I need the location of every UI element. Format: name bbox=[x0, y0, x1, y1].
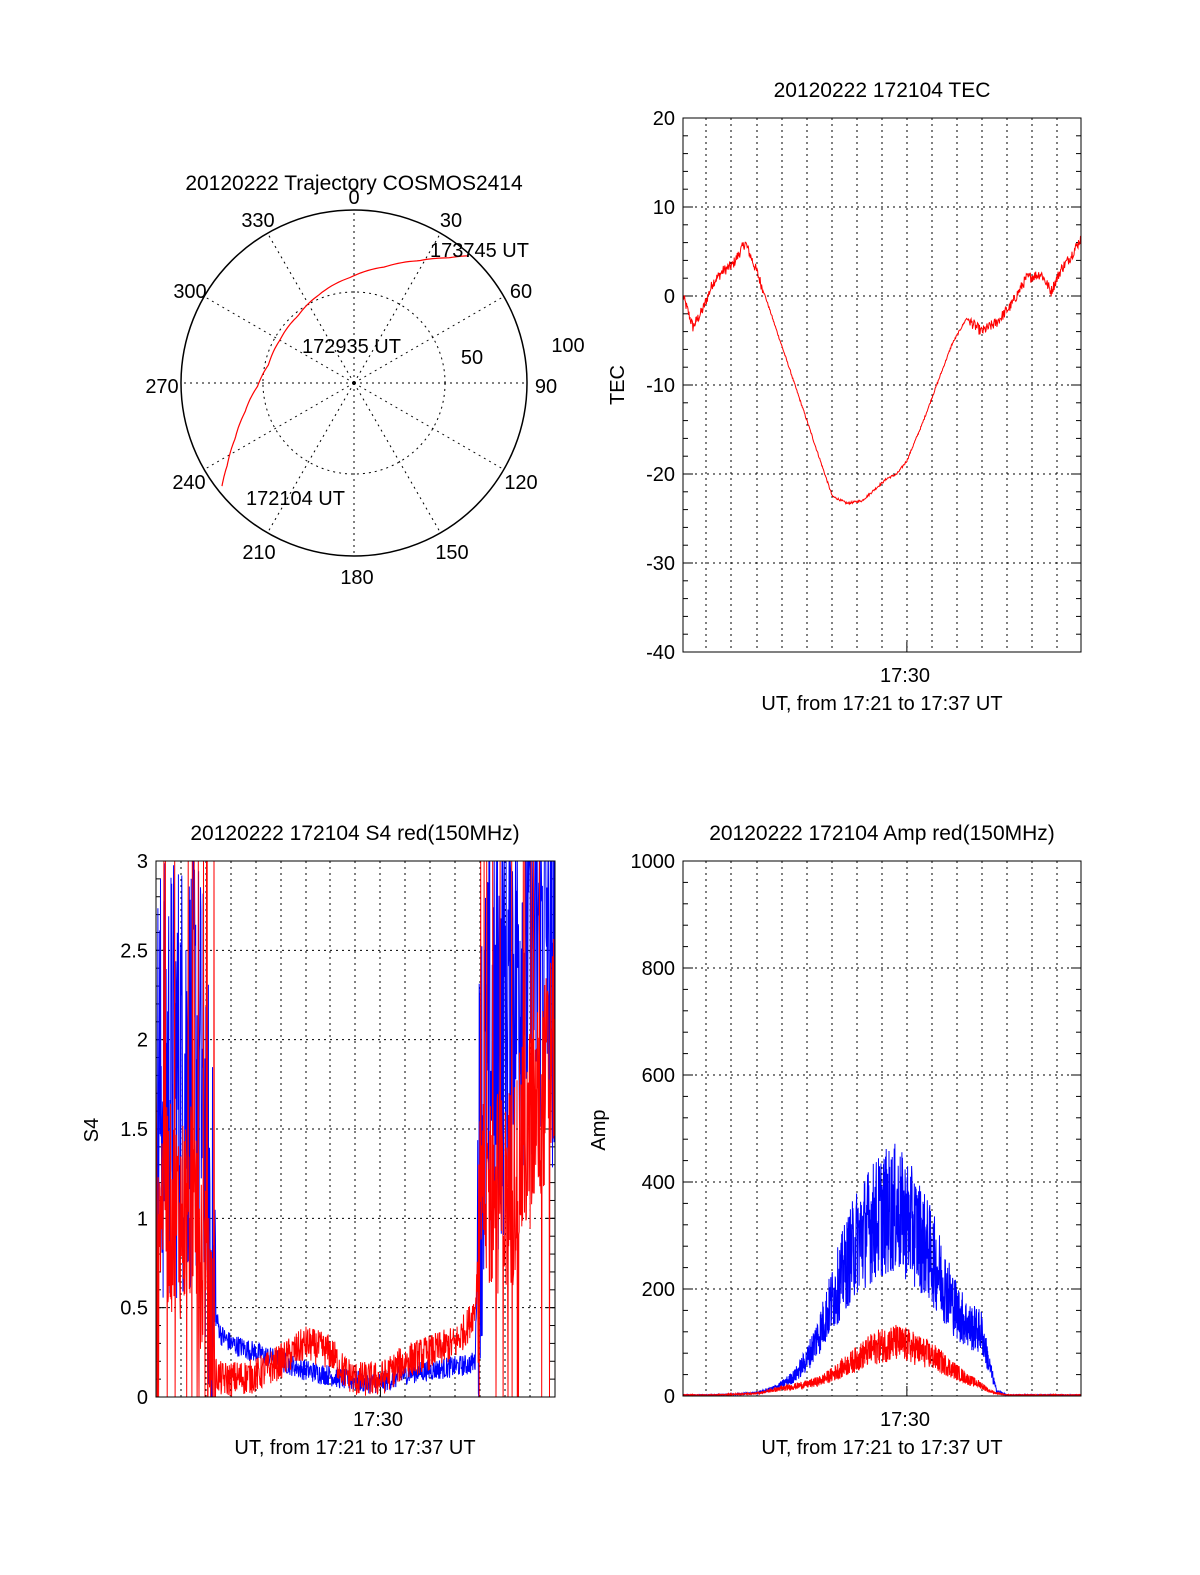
azimuth-label-330: 330 bbox=[241, 210, 274, 232]
s4-x-tick-label: 17:30 bbox=[353, 1409, 403, 1431]
azimuth-label-60: 60 bbox=[510, 281, 532, 303]
s4-plot: 20120222 172104 S4 red(150MHz) 3 2.5 2 1.5 1… bbox=[81, 822, 556, 1459]
polar-spoke bbox=[203, 296, 355, 384]
amp-x-tick-label: 17:30 bbox=[880, 1409, 930, 1431]
radius-label-100: 100 bbox=[551, 335, 584, 357]
y-tick-label: -20 bbox=[646, 464, 675, 486]
polar-spoke bbox=[353, 232, 441, 384]
y-tick-label: 0.5 bbox=[120, 1298, 148, 1320]
s4-y-axis-label: S4 bbox=[81, 1118, 103, 1142]
azimuth-label-0: 0 bbox=[348, 187, 359, 209]
annotation-mid-time: 172935 UT bbox=[302, 336, 401, 358]
y-tick-label: 1000 bbox=[631, 851, 676, 873]
azimuth-label-270: 270 bbox=[145, 376, 178, 398]
y-tick-label: 800 bbox=[642, 958, 675, 980]
polar-spoke bbox=[267, 382, 355, 534]
y-tick-label: 0 bbox=[664, 1386, 675, 1408]
polar-spoke bbox=[267, 232, 355, 384]
azimuth-label-150: 150 bbox=[435, 542, 468, 564]
tec-plot: 20120222 172104 TEC 20 10 0 -10 -20 -30 -40 17… bbox=[607, 79, 1082, 715]
polar-spoke bbox=[353, 382, 505, 470]
y-tick-label: 0 bbox=[137, 1387, 148, 1409]
y-tick-label: 10 bbox=[653, 197, 675, 219]
azimuth-label-300: 300 bbox=[173, 281, 206, 303]
y-tick-label: -40 bbox=[646, 642, 675, 664]
tec-y-axis-label: TEC bbox=[607, 365, 629, 405]
y-tick-label: 2.5 bbox=[120, 940, 148, 962]
y-tick-label: 600 bbox=[642, 1065, 675, 1087]
azimuth-label-180: 180 bbox=[340, 567, 373, 589]
amp-plot: 20120222 172104 Amp red(150MHz) 1000 800 6… bbox=[588, 822, 1082, 1459]
tec-series-line bbox=[682, 235, 1081, 506]
s4-red-series-line bbox=[155, 860, 556, 1398]
azimuth-label-240: 240 bbox=[172, 472, 205, 494]
tec-x-tick-label: 17:30 bbox=[880, 665, 930, 687]
radius-label-50: 50 bbox=[461, 347, 483, 369]
amp-title: 20120222 172104 Amp red(150MHz) bbox=[709, 822, 1055, 845]
tec-grid bbox=[683, 117, 1081, 653]
y-tick-label: 1.5 bbox=[120, 1119, 148, 1141]
trajectory-title: 20120222 Trajectory COSMOS2414 bbox=[185, 172, 523, 195]
polar-outer-circle bbox=[180, 209, 528, 557]
s4-frame bbox=[155, 860, 556, 1398]
amp-y-tick-labels: 1000 800 600 400 200 0 bbox=[631, 851, 676, 1408]
y-tick-label: 400 bbox=[642, 1172, 675, 1194]
azimuth-label-90: 90 bbox=[535, 376, 557, 398]
s4-y-tick-labels: 3 2.5 2 1.5 1 0.5 0 bbox=[120, 851, 148, 1409]
trajectory-track bbox=[221, 255, 469, 487]
tec-title: 20120222 172104 TEC bbox=[774, 79, 991, 102]
polar-spoke bbox=[353, 296, 505, 384]
azimuth-label-210: 210 bbox=[242, 542, 275, 564]
y-tick-label: -30 bbox=[646, 553, 675, 575]
azimuth-label-30: 30 bbox=[440, 210, 462, 232]
s4-blue-series-line bbox=[155, 860, 556, 1398]
azimuth-labels: 0 30 60 90 120 150 180 210 240 270 300 330 bbox=[145, 187, 557, 589]
y-tick-label: 3 bbox=[137, 851, 148, 873]
y-tick-label: 1 bbox=[137, 1208, 148, 1230]
amp-grid bbox=[683, 860, 1081, 1397]
y-tick-label: 2 bbox=[137, 1030, 148, 1052]
y-tick-label: 0 bbox=[664, 286, 675, 308]
annotation-end-time: 173745 UT bbox=[430, 240, 529, 262]
amp-frame bbox=[682, 860, 1082, 1397]
polar-spoke bbox=[353, 382, 441, 534]
s4-title: 20120222 172104 S4 red(150MHz) bbox=[190, 822, 519, 845]
annotation-start-time: 172104 UT bbox=[246, 488, 345, 510]
amp-x-axis-label: UT, from 17:21 to 17:37 UT bbox=[761, 1437, 1002, 1459]
s4-x-axis-label: UT, from 17:21 to 17:37 UT bbox=[234, 1437, 475, 1459]
azimuth-label-120: 120 bbox=[504, 472, 537, 494]
amp-y-axis-label: Amp bbox=[588, 1109, 610, 1150]
tec-y-tick-labels: 20 10 0 -10 -20 -30 -40 bbox=[646, 108, 675, 664]
amp-red-series-line bbox=[683, 1324, 1082, 1397]
tec-frame bbox=[682, 117, 1082, 653]
polar-spoke bbox=[203, 382, 355, 470]
y-tick-label: -10 bbox=[646, 375, 675, 397]
y-tick-label: 200 bbox=[642, 1279, 675, 1301]
trajectory-plot: 20120222 Trajectory COSMOS2414 0 30 60 90 12… bbox=[145, 172, 584, 589]
tec-x-axis-label: UT, from 17:21 to 17:37 UT bbox=[761, 693, 1002, 715]
y-tick-label: 20 bbox=[653, 108, 675, 130]
